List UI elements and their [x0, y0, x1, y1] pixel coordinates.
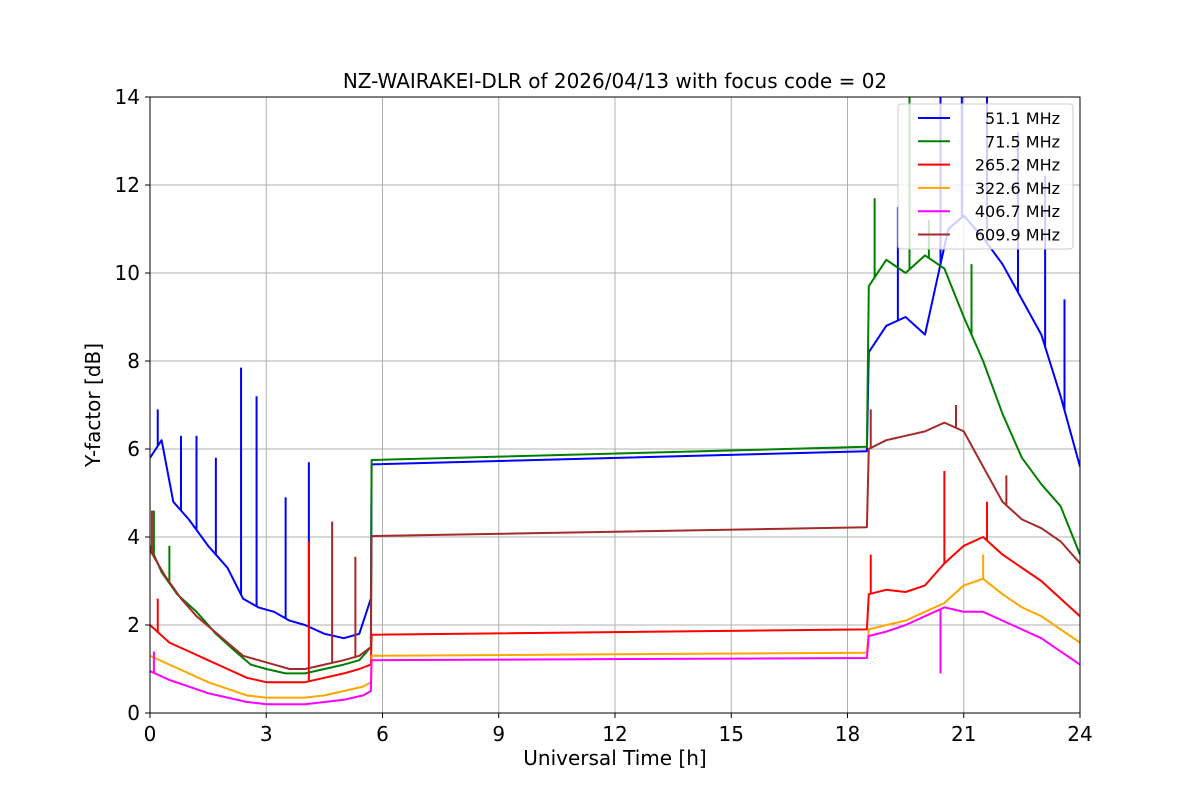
x-tick-label: 18: [835, 722, 860, 746]
x-axis-label: Universal Time [h]: [523, 746, 706, 770]
series-406_7-mhz: [150, 606, 1080, 706]
x-tick-label: 3: [260, 722, 273, 746]
y-tick-label: 6: [127, 437, 140, 461]
y-tick-label: 4: [127, 525, 140, 549]
x-tick-label: 15: [719, 722, 744, 746]
x-tick-label: 6: [376, 722, 389, 746]
legend-label: 51.1 MHz: [985, 109, 1060, 128]
y-tick-label: 2: [127, 613, 140, 637]
y-tick-label: 14: [115, 85, 140, 109]
series-line: [150, 606, 1080, 706]
series-322_6-mhz: [150, 554, 1080, 699]
x-tick-label: 24: [1067, 722, 1092, 746]
y-tick-label: 12: [115, 173, 140, 197]
series-line: [150, 421, 1080, 670]
y-tick-label: 8: [127, 349, 140, 373]
x-tick-label: 9: [492, 722, 505, 746]
legend: 51.1 MHz 71.5 MHz 265.2 MHz 322.6 MHz 406.7 …: [897, 103, 1074, 250]
y-tick-label: 0: [127, 701, 140, 725]
legend-box: [897, 103, 1074, 250]
series-609_9-mhz: [150, 405, 1080, 670]
legend-label: 609.9 MHz: [975, 226, 1060, 245]
x-tick-label: 0: [144, 722, 157, 746]
legend-label: 265.2 MHz: [975, 156, 1060, 175]
x-tick-label: 12: [602, 722, 627, 746]
y-tick-label: 10: [115, 261, 140, 285]
legend-label: 71.5 MHz: [985, 132, 1060, 151]
x-tick-label: 21: [951, 722, 976, 746]
series-line: [150, 577, 1080, 699]
chart-title: NZ-WAIRAKEI-DLR of 2026/04/13 with focus…: [343, 69, 887, 93]
legend-label: 406.7 MHz: [975, 202, 1060, 221]
legend-label: 322.6 MHz: [975, 179, 1060, 198]
y-axis-label: Y-factor [dB]: [81, 343, 105, 468]
